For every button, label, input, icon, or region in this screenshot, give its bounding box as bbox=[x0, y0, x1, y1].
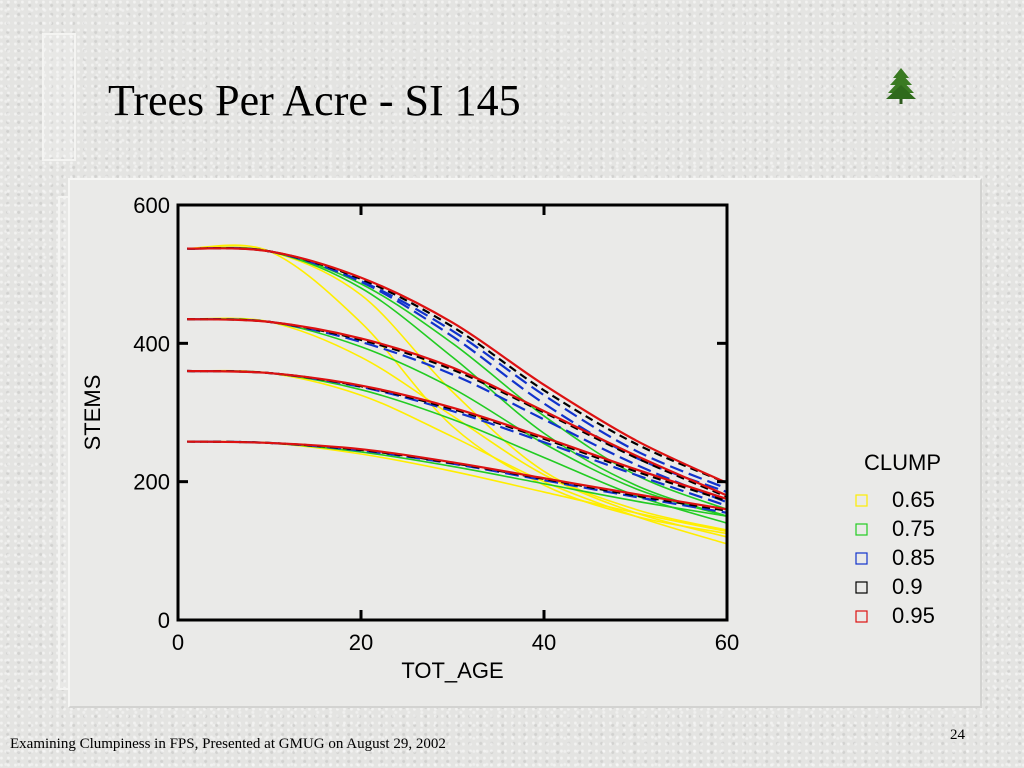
page-number: 24 bbox=[950, 727, 965, 743]
legend-label: 0.65 bbox=[892, 487, 935, 512]
series-line-g2-075 bbox=[187, 318, 728, 518]
x-tick-label: 20 bbox=[349, 630, 373, 655]
series-line-g1-09 bbox=[187, 247, 728, 485]
plot-frame bbox=[176, 203, 729, 622]
legend-label: 0.85 bbox=[892, 545, 935, 570]
y-tick-label: 400 bbox=[133, 331, 170, 356]
legend-swatch bbox=[855, 494, 868, 507]
x-tick-label: 0 bbox=[172, 630, 184, 655]
y-axis-label: STEMS bbox=[80, 375, 105, 451]
series-line-g2-065 bbox=[187, 317, 728, 538]
legend-swatch bbox=[855, 581, 868, 594]
series-line-g1-065 bbox=[187, 246, 728, 531]
series-line-g3-075 bbox=[187, 370, 728, 524]
footer-text: Examining Clumpiness in FPS, Presented a… bbox=[10, 736, 446, 752]
tree-icon bbox=[886, 68, 916, 104]
y-tick-label: 200 bbox=[133, 470, 170, 495]
legend-swatch bbox=[855, 552, 868, 565]
series-line-g4-095 bbox=[187, 440, 728, 511]
series-line-g4-09 bbox=[187, 440, 728, 512]
x-tick-label: 40 bbox=[532, 630, 556, 655]
series-line-g3-095 bbox=[187, 369, 728, 501]
legend-label: 0.75 bbox=[892, 516, 935, 541]
legend-swatch bbox=[855, 523, 868, 536]
legend-title: CLUMP bbox=[864, 450, 941, 475]
chart-panel: 0 20 40 60 0 200 400 600 TOT_AGE STEMS CLUMP 0.65 0… bbox=[68, 178, 982, 708]
decorative-bar-top bbox=[42, 33, 76, 161]
x-axis-label: TOT_AGE bbox=[401, 658, 503, 683]
series-line-g2-095 bbox=[187, 318, 728, 497]
x-tick-label: 60 bbox=[715, 630, 739, 655]
slide-title: Trees Per Acre - SI 145 bbox=[108, 76, 521, 125]
series-line-g1-095 bbox=[187, 247, 728, 485]
y-tick-label: 0 bbox=[158, 608, 170, 633]
y-tick-label: 600 bbox=[133, 193, 170, 218]
legend-label: 0.9 bbox=[892, 574, 923, 599]
legend-label: 0.95 bbox=[892, 603, 935, 628]
legend-swatch bbox=[855, 610, 868, 623]
